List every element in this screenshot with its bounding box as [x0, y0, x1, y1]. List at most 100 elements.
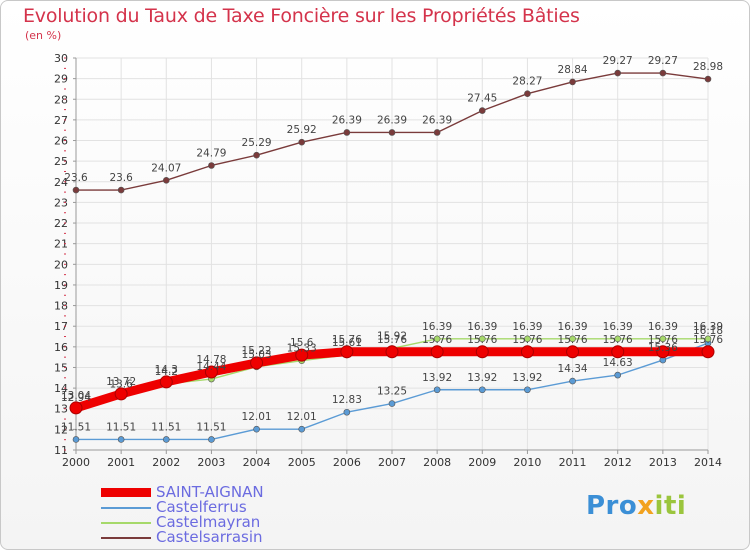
data-label-castelferrus: 14.34 — [558, 363, 588, 375]
y-tick-label: 29 — [54, 73, 68, 86]
data-label-castelferrus: 11.51 — [151, 421, 181, 433]
y-tick-label: 17 — [54, 320, 68, 333]
data-point-castelferrus — [253, 425, 260, 433]
y-tick-label: 22 — [54, 217, 68, 230]
data-point-saint-aignan — [295, 348, 309, 362]
data-label-castelferrus: 16.18 — [693, 325, 723, 337]
x-tick-label: 2009 — [468, 456, 496, 469]
data-point-castelferrus — [117, 436, 125, 443]
data-label-saint-aignan: 15.76 — [558, 334, 588, 346]
x-tick-label: 2003 — [197, 456, 225, 469]
axes: 11 12 13 14 15 16 17 18 19 20 21 22 23 24 25 26 27 28 29 30… — [54, 52, 722, 469]
data-point-saint-aignan — [340, 345, 354, 359]
data-point-saint-aignan — [385, 345, 399, 359]
data-label-castelferrus: 13.92 — [422, 372, 452, 384]
y-tick-label: 13 — [54, 403, 68, 416]
data-label-castelmayran: 14.44 — [196, 361, 226, 373]
data-point-saint-aignan — [475, 345, 489, 359]
data-point-castelsarrasin — [253, 151, 260, 159]
data-point-castelferrus — [569, 377, 576, 385]
x-tick-label: 2010 — [513, 456, 541, 469]
data-point-castelferrus — [208, 436, 215, 443]
data-label-castelsarrasin: 29.27 — [603, 55, 633, 67]
data-point-castelsarrasin — [343, 129, 351, 136]
data-point-castelmayran — [433, 335, 441, 343]
data-point-castelferrus — [614, 371, 622, 379]
y-tick-label: 28 — [54, 93, 68, 106]
data-point-castelferrus — [433, 386, 441, 394]
data-label-castelsarrasin: 23.6 — [64, 172, 88, 184]
data-label-castelmayran: 14.2 — [155, 366, 178, 378]
legend-label: SAINT-AIGNAN — [156, 483, 264, 501]
y-tick-label: 19 — [54, 279, 68, 292]
data-point-castelferrus — [343, 408, 351, 416]
x-tick-label: 2001 — [107, 456, 135, 469]
data-label-castelsarrasin: 24.79 — [196, 147, 226, 159]
y-tick-label: 25 — [54, 155, 68, 168]
x-tick-label: 2014 — [694, 456, 722, 469]
data-point-castelmayran — [524, 335, 531, 343]
data-label-saint-aignan: 13.04 — [61, 390, 91, 402]
data-label-saint-aignan: 15.76 — [377, 334, 407, 346]
data-label-castelferrus: 11.51 — [106, 421, 136, 433]
x-tick-label: 2008 — [423, 456, 451, 469]
data-label-saint-aignan: 14.78 — [196, 354, 226, 366]
data-label-castelmayran: 16.39 — [558, 321, 588, 333]
data-point-saint-aignan — [250, 356, 264, 370]
data-label-saint-aignan: 15.76 — [422, 334, 452, 346]
data-point-saint-aignan — [656, 345, 670, 359]
x-tick-label: 2012 — [604, 456, 632, 469]
series-lines — [69, 69, 715, 443]
data-point-castelsarrasin — [704, 75, 712, 83]
y-tick-label: 16 — [54, 341, 68, 354]
data-label-saint-aignan: 15.76 — [648, 334, 678, 346]
data-label-saint-aignan: 15.6 — [290, 337, 314, 349]
data-label-castelferrus: 12.01 — [287, 411, 317, 423]
y-tick-label: 26 — [54, 135, 68, 148]
y-tick-label: 27 — [54, 114, 68, 127]
data-point-saint-aignan — [701, 345, 715, 359]
data-point-castelferrus — [298, 425, 306, 433]
data-point-castelmayran — [704, 335, 712, 343]
data-point-castelferrus — [162, 436, 170, 443]
data-label-castelsarrasin: 26.39 — [377, 114, 407, 126]
x-tick-label: 2005 — [288, 456, 316, 469]
data-point-castelsarrasin — [614, 69, 622, 77]
x-tick-label: 2004 — [243, 456, 271, 469]
data-label-castelmayran: 15.03 — [242, 349, 272, 361]
data-label-castelsarrasin: 25.29 — [242, 137, 272, 149]
logo-part-2: x — [637, 491, 655, 521]
y-unit-label: (en %) — [25, 29, 62, 42]
y-tick-label: 18 — [54, 300, 68, 313]
x-tick-label: 2002 — [152, 456, 180, 469]
data-label-castelmayran: 16.39 — [512, 321, 542, 333]
data-label-castelferrus: 11.51 — [61, 421, 91, 433]
x-tick-label: 2000 — [62, 456, 90, 469]
data-point-castelmayran — [478, 335, 486, 343]
data-point-castelsarrasin — [72, 186, 80, 194]
data-point-castelsarrasin — [162, 177, 170, 184]
data-label-castelsarrasin: 28.98 — [693, 61, 723, 73]
data-point-castelferrus — [72, 436, 80, 443]
data-label-castelmayran: 15.61 — [332, 337, 362, 349]
legend-label: Castelsarrasin — [156, 528, 263, 546]
y-tick-label: 14 — [54, 382, 68, 395]
data-label-saint-aignan: 15.22 — [242, 345, 272, 357]
data-point-saint-aignan — [611, 345, 625, 359]
data-label-saint-aignan: 15.76 — [603, 334, 633, 346]
data-label-castelmayran: 16.39 — [648, 321, 678, 333]
chart-title: Evolution du Taux de Taxe Foncière sur l… — [23, 5, 580, 27]
legend-swatch — [101, 507, 151, 509]
data-point-castelsarrasin — [659, 69, 667, 77]
y-tick-label: 24 — [54, 176, 68, 189]
data-point-saint-aignan — [430, 345, 444, 359]
data-label-saint-aignan: 15.76 — [467, 334, 497, 346]
x-tick-label: 2007 — [378, 456, 406, 469]
data-point-saint-aignan — [69, 401, 83, 415]
data-point-castelferrus — [478, 386, 486, 394]
y-tick-label: 23 — [54, 196, 68, 209]
data-label-saint-aignan: 14.3 — [155, 364, 178, 376]
legend-swatch — [101, 522, 151, 524]
